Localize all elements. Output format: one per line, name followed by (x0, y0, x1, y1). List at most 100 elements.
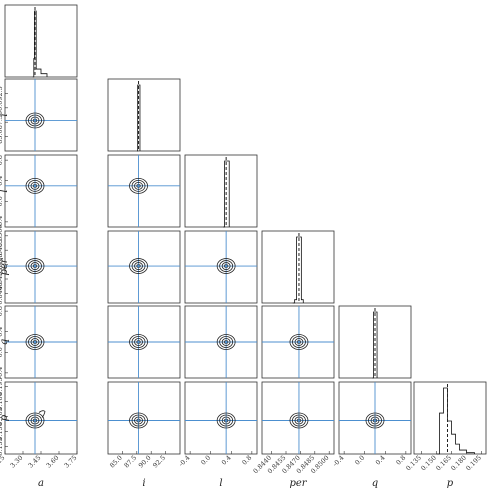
panel-p-i-contour-1 (129, 412, 148, 429)
x-axis-label-p: p (447, 478, 454, 489)
panel-q-l-truth-marker (224, 340, 228, 344)
panel-p-a-xtick-label: 3.60 (45, 454, 61, 470)
panel-p-a-xtick-label: 3.15 (0, 454, 6, 470)
panel-p-a-ytick-label: 0.150 (0, 422, 4, 440)
panel-p-i-contour-3 (134, 416, 143, 425)
histogram-i (137, 84, 141, 152)
panel-p-p-xtick-label: 0.165 (434, 454, 453, 473)
panel-q-per-contour-1 (289, 334, 309, 350)
panel-q-i-contour-1 (129, 334, 148, 350)
panel-per-a-ytick-label: 0.8440 (0, 282, 4, 304)
histogram-p (436, 387, 475, 455)
panel-per-i-truth-marker (137, 264, 140, 268)
y-axis-label-q: q (0, 339, 10, 345)
x-axis-label-q: q (372, 478, 378, 489)
y-axis-label-l: l (0, 189, 10, 192)
panel-q-i-truth-marker (137, 340, 140, 344)
panel-p-q-contour-2 (368, 414, 382, 427)
panel-p-l-contour-2 (219, 414, 234, 427)
panel-p-q-contour-3 (370, 416, 380, 425)
panel-q-a-truth-marker (33, 340, 37, 344)
panel-l-a-ytick-label: 0.4 (0, 176, 4, 186)
panel-q-per-contour-3 (294, 338, 304, 346)
panel-l-a-frame (4, 154, 78, 228)
panel-a-a-frame (4, 4, 78, 78)
panel-p-i-xtick-label: 92.5 (151, 454, 167, 470)
panel-l-i-contour-3 (134, 181, 143, 190)
panel-p-per-contour-3 (294, 416, 304, 425)
panel-per-a-contour-1 (25, 258, 45, 274)
panel-per-a-contour-2 (28, 260, 42, 272)
panel-p-p-xtick-label: 0.150 (419, 454, 438, 473)
panel-per-a-ytick-label: 0.8470 (0, 253, 4, 275)
panel-p-q-truth-marker (373, 419, 377, 422)
panel-p-i-xtick-label: 87.5 (122, 454, 138, 470)
panel-q-i-contour-2 (131, 336, 146, 348)
y-axis-label-p: p (0, 414, 10, 421)
panel-q-q-frame (338, 305, 412, 379)
panel-per-i-frame (107, 230, 181, 304)
panel-p-q-xtick-label: 0.0 (353, 454, 366, 467)
panel-p-a-ytick-label: 0.180 (0, 392, 4, 410)
panel-q-a-contour-3 (30, 338, 40, 346)
panel-q-per-contour-2 (292, 336, 306, 348)
panel-p-q-xtick-label: 0.4 (374, 454, 387, 467)
panel-per-l-truth-marker (224, 264, 228, 268)
x-axis-label-a: a (38, 478, 44, 489)
panel-p-l-truth-marker (224, 419, 228, 422)
panel-p-p-xtick-label: 0.180 (449, 454, 468, 473)
panel-per-l-contour-2 (219, 260, 234, 272)
panel-l-a-ytick-label: 0.8 (0, 155, 4, 165)
panel-q-l-contour-1 (216, 334, 236, 350)
panel-p-l-xtick-label: -0.4 (177, 454, 191, 468)
panel-i-i-frame (107, 78, 181, 152)
panel-p-a-contour-2 (28, 414, 42, 427)
panel-p-a-ytick-label: 0.135 (0, 437, 4, 455)
panel-per-i-contour-2 (131, 260, 146, 272)
panel-q-a-ytick-label: 0.0 (0, 347, 4, 357)
panel-q-l-contour-3 (221, 338, 231, 346)
panel-i-a-frame (4, 78, 78, 152)
panel-p-i-xtick-label: 90.0 (137, 454, 153, 470)
panel-per-a-ytick-label: 0.8500 (0, 225, 4, 247)
panel-p-a-ytick-label: 0.195 (0, 377, 4, 395)
panel-l-i-contour-1 (129, 177, 148, 194)
panel-q-l-contour-2 (219, 336, 234, 348)
panel-i-a-contour-3 (30, 116, 40, 125)
panel-i-a-ytick-label: 92.5 (0, 86, 4, 100)
panel-i-a-contour-1 (25, 112, 45, 129)
panel-q-a-contour-1 (25, 334, 45, 350)
panel-p-per-truth-marker (297, 419, 301, 422)
panel-p-p-xtick-label: 0.135 (404, 454, 423, 473)
panel-l-i-truth-marker (137, 184, 140, 188)
y-axis-label-per: per (0, 257, 10, 275)
panel-per-a-truth-marker (33, 264, 37, 268)
panel-p-a-contour-tail (38, 410, 46, 418)
panel-per-i-contour-3 (134, 262, 143, 270)
panel-q-a-ytick-label: 0.8 (0, 306, 4, 316)
panel-per-l-frame (184, 230, 258, 304)
panel-p-q-xtick-label: -0.4 (331, 454, 345, 468)
panel-per-a-ytick-label: 0.8485 (0, 239, 4, 261)
panel-q-per-truth-marker (297, 340, 301, 344)
panel-p-a-ytick-label: 0.165 (0, 407, 4, 425)
panel-l-a-truth-marker (33, 184, 37, 188)
histogram-a (32, 10, 48, 78)
panel-per-a-contour-3 (30, 262, 40, 270)
panel-p-i-contour-2 (131, 414, 146, 427)
panel-per-l-contour-1 (216, 258, 236, 274)
panel-p-i-xtick-label: 85.0 (108, 454, 124, 470)
x-axis-label-i: i (142, 478, 145, 489)
panel-l-a-contour-1 (25, 177, 45, 194)
panel-per-a-ytick-label: 0.8455 (0, 268, 4, 290)
panel-p-a-xtick-label: 3.75 (63, 454, 79, 470)
panel-l-a-contour-2 (28, 179, 42, 192)
panel-i-a-ytick-label: 85.0 (0, 129, 4, 143)
panel-p-q-contour-1 (365, 412, 385, 429)
panel-i-a-contour-2 (28, 114, 42, 127)
panel-per-i-contour-1 (129, 258, 148, 274)
x-axis-label-per: per (289, 478, 307, 489)
panel-p-l-xtick-label: 0.8 (240, 454, 253, 467)
panel-p-p-frame (413, 381, 487, 455)
